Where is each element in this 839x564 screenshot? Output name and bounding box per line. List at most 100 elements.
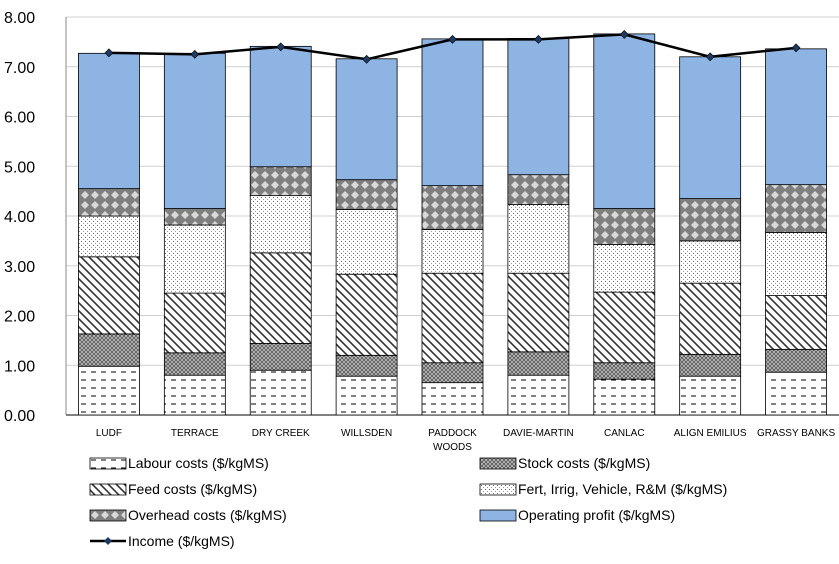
bar-segment <box>507 374 570 416</box>
bar-segment <box>421 229 484 274</box>
legend-label: Income ($/kgMS) <box>128 533 235 549</box>
legend-label: Fert, Irrig, Vehicle, R&M ($/kgMS) <box>518 481 727 497</box>
bar-segment <box>507 272 570 353</box>
income-line <box>104 29 801 64</box>
bar-segment <box>421 362 484 384</box>
x-tick-label: GRASSY BANKS <box>757 428 836 439</box>
x-tick-label: WILLSDEN <box>341 428 392 439</box>
bar-segment <box>335 209 398 275</box>
income-point <box>791 43 801 53</box>
bar-segment <box>335 354 398 377</box>
bar-segment <box>249 195 312 254</box>
y-tick-label: 6.00 <box>4 110 35 127</box>
legend-swatch <box>89 509 127 522</box>
bar-segment <box>765 48 827 186</box>
y-axis-ticks: 0.00 1.00 2.00 3.00 4.00 5.00 6.00 7.00 8.00 <box>4 10 35 425</box>
income-point <box>705 52 715 62</box>
legend-swatch <box>479 483 517 496</box>
legend-label: Overhead costs ($/kgMS) <box>128 507 287 523</box>
bar-segment <box>78 215 140 258</box>
bar-segment <box>249 45 312 168</box>
bar-segment <box>507 174 570 205</box>
bar-segment <box>679 375 742 416</box>
bar-segment <box>335 375 398 416</box>
bar-segment <box>421 382 484 416</box>
legend-label: Labour costs ($/kgMS) <box>128 455 269 471</box>
bar-segment <box>593 208 656 245</box>
bar-segment <box>765 232 827 296</box>
y-tick-label: 1.00 <box>4 358 35 375</box>
income-point <box>104 48 114 58</box>
bar-segment <box>679 56 742 199</box>
bar-segment <box>78 256 140 335</box>
legend-label: Stock costs ($/kgMS) <box>518 455 650 471</box>
bar-segment <box>78 188 140 217</box>
legend-swatch <box>479 457 517 470</box>
bar-segment <box>593 33 656 209</box>
y-tick-label: 5.00 <box>4 159 35 176</box>
bar-segment <box>765 348 827 373</box>
x-tick-label: PADDOCK <box>428 428 477 439</box>
y-tick-label: 0.00 <box>4 408 35 425</box>
bar-segment <box>421 185 484 230</box>
bar-segment <box>163 374 226 416</box>
income-point <box>448 34 457 44</box>
y-tick-label: 4.00 <box>4 209 35 226</box>
x-tick-label: DRY CREEK <box>252 428 310 439</box>
bar-segment <box>249 342 312 371</box>
bar-segment <box>507 204 570 274</box>
bar-segment <box>593 362 656 380</box>
legend: Labour costs ($/kgMS) Stock costs ($/kgMS… <box>89 455 727 549</box>
income-point <box>190 49 200 59</box>
bar-segment <box>78 365 140 416</box>
bar-segment <box>163 352 226 376</box>
bar-segment <box>679 353 742 377</box>
bar-segment <box>78 52 140 190</box>
bar-segment <box>593 243 656 293</box>
y-tick-label: 7.00 <box>4 60 35 77</box>
bar-segment <box>335 179 398 210</box>
bar-segment <box>163 52 226 209</box>
x-axis-ticks: LUDF TERRACE DRY CREEK WILLSDEN PADDOCK WOODS… <box>96 428 836 453</box>
bar-segment <box>765 371 827 416</box>
legend-label: Operating profit ($/kgMS) <box>518 507 675 523</box>
income-point <box>619 29 629 39</box>
legend-swatch <box>89 457 127 470</box>
y-tick-label: 2.00 <box>4 309 35 326</box>
bar-segment <box>249 369 312 416</box>
x-tick-label: WOODS <box>433 442 472 453</box>
bar-segment <box>765 184 827 233</box>
bar-segment <box>335 58 398 181</box>
bar-segment <box>335 273 398 356</box>
legend-swatch <box>479 509 517 522</box>
bar-segment <box>78 333 140 367</box>
bar-segment <box>421 38 484 187</box>
y-tick-label: 3.00 <box>4 259 35 276</box>
x-tick-label: ALIGN EMILIUS <box>674 428 747 439</box>
income-point <box>362 54 372 64</box>
x-tick-label: LUDF <box>96 428 122 439</box>
legend-label: Feed costs ($/kgMS) <box>128 481 257 497</box>
bar-segment <box>163 292 226 354</box>
bar-segment <box>163 208 226 226</box>
bar-segment <box>679 198 742 242</box>
x-tick-label: CANLAC <box>604 428 645 439</box>
income-point <box>533 34 543 44</box>
bar-segment <box>593 291 656 364</box>
bars <box>78 33 827 416</box>
bar-segment <box>679 282 742 355</box>
bar-segment <box>507 351 570 376</box>
bar-segment <box>507 37 570 176</box>
bar-segment <box>593 378 656 416</box>
bar-segment <box>679 240 742 284</box>
bar-segment <box>765 295 827 350</box>
bar-segment <box>249 252 312 344</box>
bar-segment <box>163 224 226 294</box>
y-tick-label: 8.00 <box>4 10 35 27</box>
bar-segment <box>249 166 312 197</box>
legend-swatch <box>89 483 127 496</box>
bar-segment <box>421 272 484 364</box>
x-tick-label: TERRACE <box>171 428 219 439</box>
income-point <box>276 42 286 52</box>
